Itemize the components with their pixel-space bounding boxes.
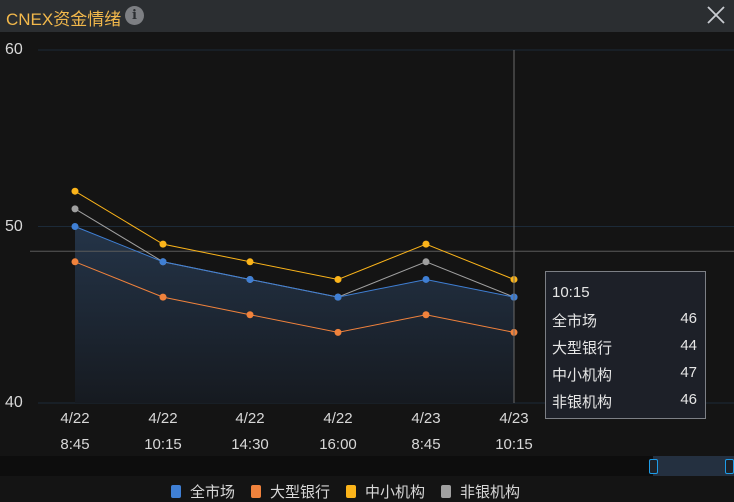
data-point[interactable]: [334, 293, 342, 301]
legend-swatch: [171, 484, 181, 498]
legend-swatch: [441, 484, 452, 498]
tooltip-value: 46: [680, 310, 697, 327]
tooltip-row: 非银机构 46: [552, 391, 697, 412]
tooltip-value: 47: [680, 364, 697, 381]
data-point[interactable]: [422, 258, 430, 266]
series-line: [74, 226, 515, 298]
data-point[interactable]: [159, 258, 167, 266]
tooltip-label: 中小机构: [552, 367, 613, 384]
data-point[interactable]: [334, 328, 342, 336]
legend-label: 大型银行: [270, 483, 331, 501]
tooltip-label: 全市场: [552, 313, 598, 330]
x-axis-label: 4/23 10:15: [495, 410, 533, 453]
data-point[interactable]: [422, 311, 430, 319]
tooltip-value: 46: [680, 391, 697, 408]
legend-label: 全市场: [190, 483, 236, 501]
y-tick-50: 50: [5, 218, 23, 235]
tooltip-row: 全市场 46: [552, 310, 697, 331]
x-axis-label: 4/22 16:00: [319, 410, 357, 453]
line-chart[interactable]: [0, 32, 734, 452]
close-icon[interactable]: [704, 3, 728, 27]
legend-item-all-market[interactable]: 全市场: [171, 481, 235, 502]
panel-header: CNEX资金情绪 i: [0, 0, 734, 32]
legend-item-large-banks[interactable]: 大型银行: [251, 481, 330, 502]
legend-swatch: [251, 484, 262, 498]
data-point[interactable]: [422, 275, 430, 283]
slider-handle-right[interactable]: [725, 459, 734, 474]
tooltip-label: 非银机构: [552, 394, 613, 411]
tooltip-time: 10:15: [552, 284, 590, 301]
chart-tooltip: 10:15 全市场 46 大型银行 44 中小机构 47 非银机构 46: [545, 271, 706, 419]
y-tick-40: 40: [5, 394, 23, 411]
slider-selection[interactable]: [649, 456, 734, 476]
data-zoom-slider[interactable]: [0, 456, 734, 476]
slider-handle-left[interactable]: [649, 459, 658, 474]
x-axis-label: 4/23 8:45: [411, 410, 441, 453]
info-icon[interactable]: i: [125, 6, 144, 25]
tooltip-row: 中小机构 47: [552, 364, 697, 385]
panel-title: CNEX资金情绪: [6, 10, 122, 29]
series-line: [74, 261, 515, 333]
data-point[interactable]: [159, 240, 167, 248]
legend-swatch: [346, 484, 357, 498]
chart-legend: 全市场 大型银行 中小机构 非银机构: [171, 481, 536, 501]
legend-item-non-bank-institutions[interactable]: 非银机构: [441, 481, 520, 502]
data-point[interactable]: [71, 205, 79, 213]
data-point[interactable]: [246, 275, 254, 283]
tooltip-value: 44: [680, 337, 697, 354]
data-point[interactable]: [246, 258, 254, 266]
data-point[interactable]: [71, 223, 79, 230]
x-axis-label: 4/22 10:15: [144, 410, 182, 453]
data-point[interactable]: [246, 311, 254, 319]
data-point[interactable]: [159, 293, 167, 301]
data-point[interactable]: [71, 187, 79, 195]
data-point[interactable]: [334, 275, 342, 283]
data-point[interactable]: [422, 240, 430, 248]
y-tick-60: 60: [5, 41, 23, 58]
series-line: [74, 190, 515, 280]
legend-label: 中小机构: [365, 483, 426, 501]
x-axis-label: 4/22 14:30: [231, 410, 269, 453]
tooltip-row: 大型银行 44: [552, 337, 697, 358]
legend-item-small-medium-institutions[interactable]: 中小机构: [346, 481, 425, 502]
area-fill: [75, 226, 514, 403]
data-point[interactable]: [71, 258, 79, 266]
legend-label: 非银机构: [460, 483, 521, 501]
x-axis-label: 4/22 8:45: [60, 410, 90, 453]
tooltip-label: 大型银行: [552, 340, 613, 357]
